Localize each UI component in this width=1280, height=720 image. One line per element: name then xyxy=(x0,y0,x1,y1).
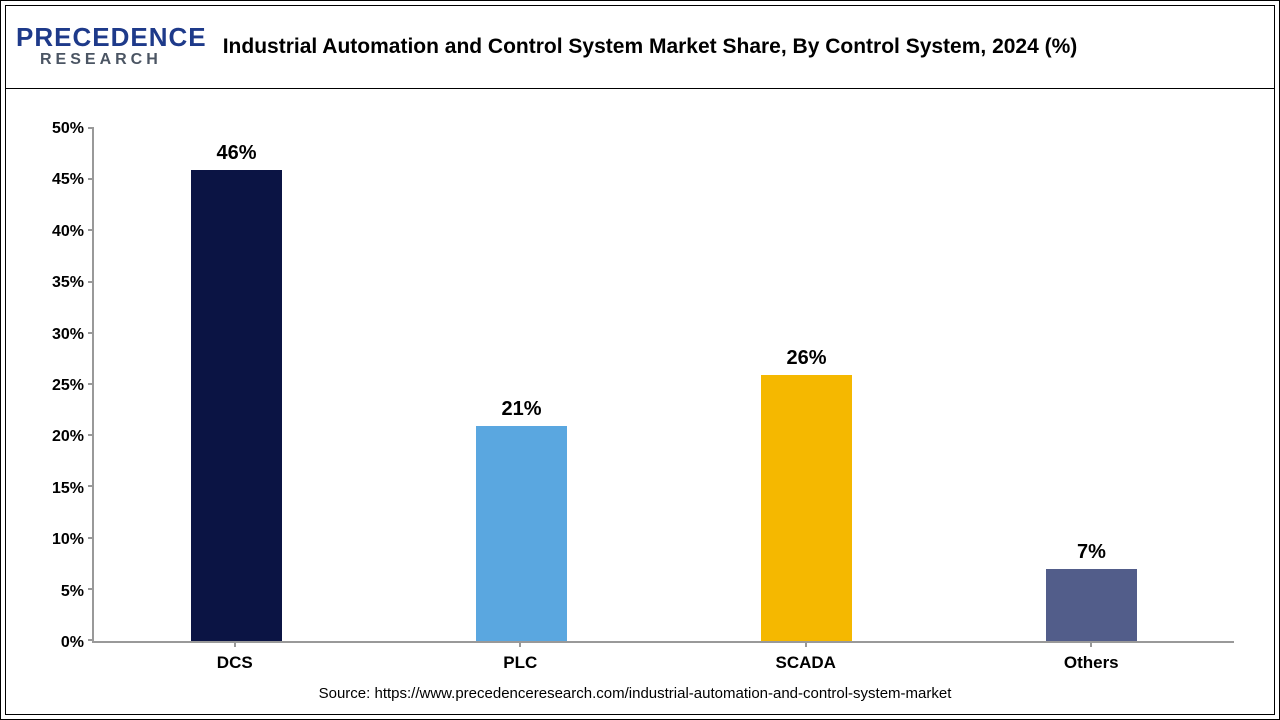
x-category-label: DCS xyxy=(92,643,378,679)
y-tick-label: 35% xyxy=(52,274,84,292)
y-tick-label: 20% xyxy=(52,428,84,446)
y-tick-mark xyxy=(88,588,94,590)
x-category-label: Others xyxy=(949,643,1235,679)
x-category-label: PLC xyxy=(378,643,664,679)
source-url: https://www.precedenceresearch.com/indus… xyxy=(374,685,951,702)
y-tick-mark xyxy=(88,332,94,334)
y-tick-label: 30% xyxy=(52,326,84,344)
y-tick-label: 40% xyxy=(52,223,84,241)
bar-value-label: 26% xyxy=(761,347,852,370)
y-axis: 0%5%10%15%20%25%30%35%40%45%50% xyxy=(36,129,92,643)
logo: PRECEDENCE RESEARCH xyxy=(16,24,216,69)
y-tick-mark xyxy=(88,485,94,487)
bar-value-label: 46% xyxy=(191,142,282,165)
bar-scada: 26% xyxy=(761,375,852,641)
chart-container: PRECEDENCE RESEARCH Industrial Automatio… xyxy=(0,0,1280,720)
logo-line1: PRECEDENCE xyxy=(16,24,216,50)
x-category-label: SCADA xyxy=(663,643,949,679)
bar-plc: 21% xyxy=(476,426,567,641)
plot-row: 0%5%10%15%20%25%30%35%40%45%50% 46%21%26… xyxy=(36,129,1234,643)
y-tick-label: 5% xyxy=(61,583,84,601)
logo-line2: RESEARCH xyxy=(40,50,216,69)
source-line: Source: https://www.precedenceresearch.c… xyxy=(36,679,1234,704)
y-tick-mark xyxy=(88,127,94,129)
y-tick-mark xyxy=(88,639,94,641)
y-tick-label: 25% xyxy=(52,377,84,395)
source-prefix: Source: xyxy=(319,685,375,702)
x-axis: DCSPLCSCADAOthers xyxy=(92,643,1234,679)
y-tick-mark xyxy=(88,383,94,385)
y-tick-mark xyxy=(88,178,94,180)
y-tick-mark xyxy=(88,537,94,539)
y-tick-label: 10% xyxy=(52,531,84,549)
bar-others: 7% xyxy=(1046,569,1137,641)
y-tick-mark xyxy=(88,281,94,283)
bar-value-label: 21% xyxy=(476,398,567,421)
bar-dcs: 46% xyxy=(191,170,282,641)
chart-title: Industrial Automation and Control System… xyxy=(216,35,1264,59)
bar-value-label: 7% xyxy=(1046,541,1137,564)
y-tick-label: 15% xyxy=(52,480,84,498)
y-tick-mark xyxy=(88,434,94,436)
y-tick-label: 50% xyxy=(52,120,84,138)
y-tick-mark xyxy=(88,229,94,231)
header: PRECEDENCE RESEARCH Industrial Automatio… xyxy=(5,5,1275,89)
plot-area: 46% 21% 26% 7% xyxy=(92,129,1234,643)
chart-body: 0% 5% 10% 15% 20% 25% 30% 35% 40% 45% 50% 46% 21% 26… xyxy=(5,89,1275,715)
y-tick-label: 45% xyxy=(52,171,84,189)
y-tick-label: 0% xyxy=(61,634,84,652)
